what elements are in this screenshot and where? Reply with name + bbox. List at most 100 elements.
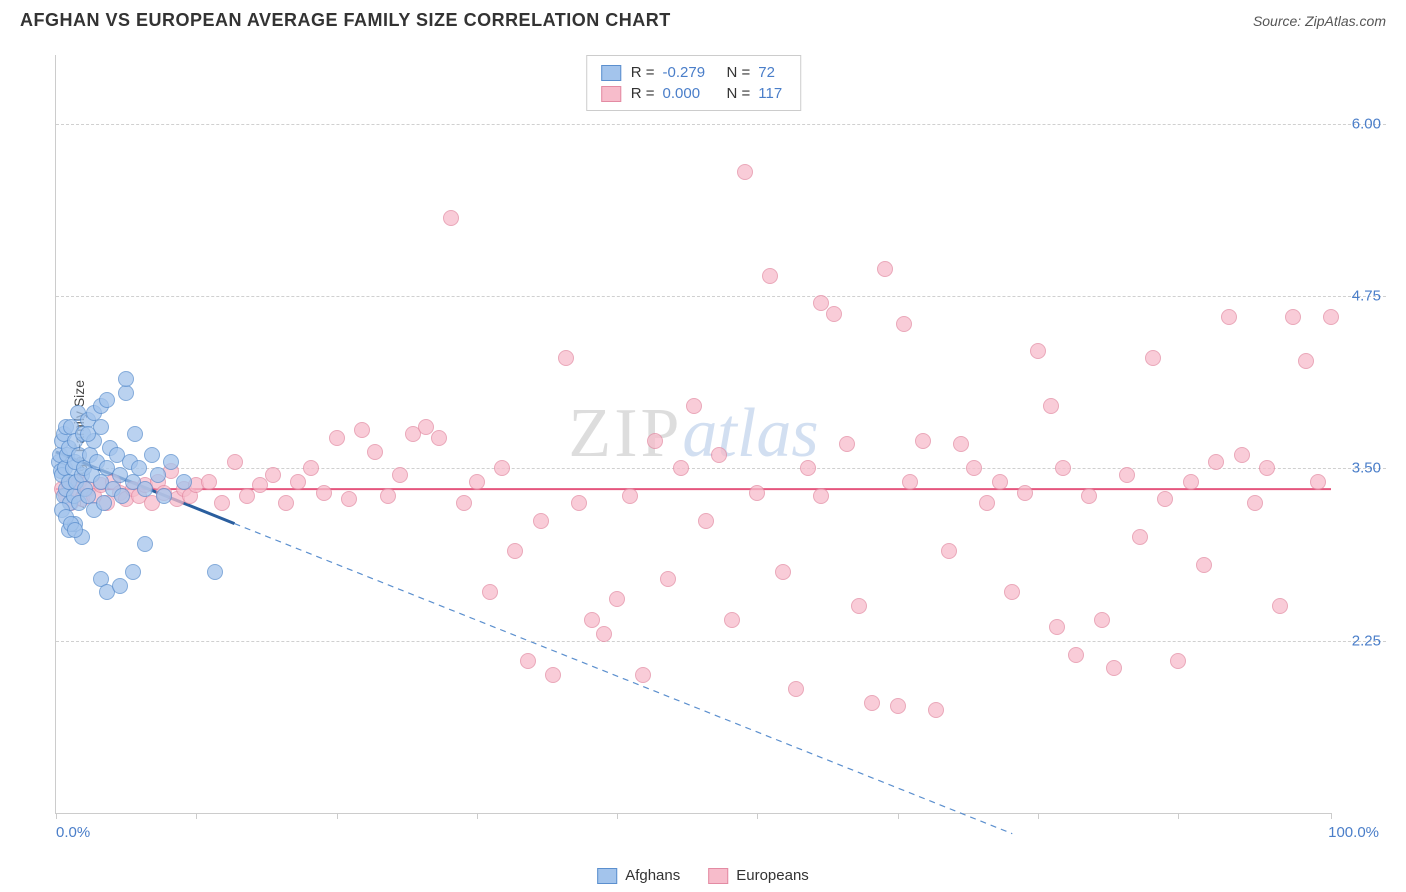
data-point: [144, 447, 160, 463]
data-point: [647, 433, 663, 449]
plot-area: ZIPatlas R =-0.279N =72R =0.000N =117 0.…: [55, 55, 1331, 814]
data-point: [1208, 454, 1224, 470]
data-point: [953, 436, 969, 452]
data-point: [800, 460, 816, 476]
legend-series-item: Afghans: [597, 867, 680, 884]
data-point: [890, 698, 906, 714]
legend-series-label: Afghans: [625, 867, 680, 884]
data-point: [227, 454, 243, 470]
data-point: [114, 488, 130, 504]
data-point: [1310, 474, 1326, 490]
y-tick-label: 3.50: [1352, 460, 1381, 477]
data-point: [1157, 491, 1173, 507]
data-point: [494, 460, 510, 476]
legend-r-value: 0.000: [663, 85, 715, 102]
data-point: [131, 460, 147, 476]
data-point: [1017, 485, 1033, 501]
data-point: [596, 626, 612, 642]
data-point: [1298, 353, 1314, 369]
data-point: [992, 474, 1008, 490]
data-point: [316, 485, 332, 501]
legend-r-label: R =: [631, 64, 655, 81]
data-point: [118, 371, 134, 387]
data-point: [558, 350, 574, 366]
legend-series-label: Europeans: [736, 867, 809, 884]
data-point: [533, 513, 549, 529]
data-point: [163, 454, 179, 470]
data-point: [1247, 495, 1263, 511]
gridline-horizontal: [56, 468, 1386, 469]
gridline-horizontal: [56, 124, 1386, 125]
data-point: [392, 467, 408, 483]
data-point: [545, 667, 561, 683]
data-point: [469, 474, 485, 490]
data-point: [201, 474, 217, 490]
data-point: [137, 536, 153, 552]
data-point: [635, 667, 651, 683]
data-point: [813, 488, 829, 504]
chart-title: AFGHAN VS EUROPEAN AVERAGE FAMILY SIZE C…: [20, 10, 671, 31]
data-point: [507, 543, 523, 559]
watermark-atlas: atlas: [682, 395, 818, 472]
legend-correlation-box: R =-0.279N =72R =0.000N =117: [586, 55, 802, 111]
x-axis-min-label: 0.0%: [56, 824, 90, 841]
data-point: [711, 447, 727, 463]
data-point: [902, 474, 918, 490]
legend-n-label: N =: [727, 85, 751, 102]
x-tick: [757, 813, 758, 819]
data-point: [67, 522, 83, 538]
legend-swatch: [601, 86, 621, 102]
x-tick: [1331, 813, 1332, 819]
legend-n-label: N =: [727, 64, 751, 81]
gridline-horizontal: [56, 296, 1386, 297]
legend-swatch: [597, 868, 617, 884]
data-point: [762, 268, 778, 284]
data-point: [380, 488, 396, 504]
gridline-horizontal: [56, 641, 1386, 642]
data-point: [341, 491, 357, 507]
data-point: [775, 564, 791, 580]
data-point: [826, 306, 842, 322]
data-point: [1272, 598, 1288, 614]
data-point: [1049, 619, 1065, 635]
source-label: Source: ZipAtlas.com: [1253, 13, 1386, 29]
data-point: [1030, 343, 1046, 359]
data-point: [1081, 488, 1097, 504]
legend-correlation-row: R =0.000N =117: [601, 83, 787, 104]
data-point: [1221, 309, 1237, 325]
chart-container: Average Family Size ZIPatlas R =-0.279N …: [45, 45, 1386, 842]
data-point: [941, 543, 957, 559]
x-tick: [617, 813, 618, 819]
legend-r-value: -0.279: [663, 64, 715, 81]
y-tick-label: 6.00: [1352, 115, 1381, 132]
data-point: [1285, 309, 1301, 325]
data-point: [367, 444, 383, 460]
data-point: [96, 495, 112, 511]
x-axis-max-label: 100.0%: [1328, 824, 1379, 841]
legend-series: Afghans Europeans: [597, 867, 809, 884]
data-point: [118, 385, 134, 401]
data-point: [1196, 557, 1212, 573]
data-point: [456, 495, 472, 511]
data-point: [329, 430, 345, 446]
data-point: [156, 488, 172, 504]
legend-n-value: 72: [758, 64, 786, 81]
data-point: [966, 460, 982, 476]
data-point: [1259, 460, 1275, 476]
data-point: [1183, 474, 1199, 490]
data-point: [749, 485, 765, 501]
data-point: [1094, 612, 1110, 628]
data-point: [150, 467, 166, 483]
data-point: [112, 578, 128, 594]
legend-r-label: R =: [631, 85, 655, 102]
data-point: [214, 495, 230, 511]
data-point: [851, 598, 867, 614]
data-point: [571, 495, 587, 511]
trend-line: [235, 524, 1013, 834]
x-tick: [1038, 813, 1039, 819]
data-point: [1145, 350, 1161, 366]
data-point: [278, 495, 294, 511]
data-point: [1055, 460, 1071, 476]
data-point: [609, 591, 625, 607]
data-point: [1043, 398, 1059, 414]
